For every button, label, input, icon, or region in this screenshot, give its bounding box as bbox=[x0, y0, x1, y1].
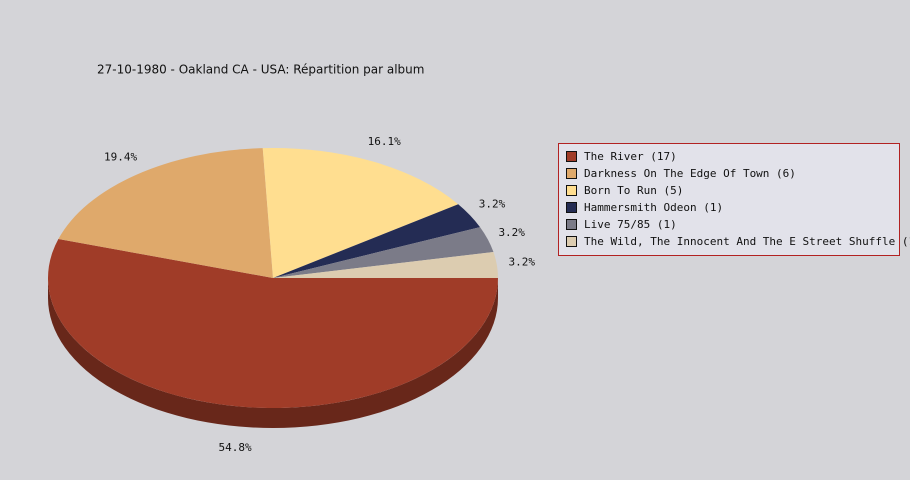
legend-label: Darkness On The Edge Of Town (6) bbox=[584, 167, 796, 180]
legend-label: Hammersmith Odeon (1) bbox=[584, 201, 723, 214]
legend-swatch bbox=[566, 236, 577, 247]
legend-swatch bbox=[566, 151, 577, 162]
chart-title: 27-10-1980 - Oakland CA - USA: Répartiti… bbox=[97, 63, 424, 77]
slice bbox=[48, 238, 499, 408]
slice bbox=[273, 252, 498, 278]
data-label: 16.1% bbox=[368, 135, 401, 148]
slice bbox=[273, 204, 481, 278]
legend-box bbox=[558, 143, 900, 256]
legend-swatch bbox=[566, 185, 577, 196]
data-label: 3.2% bbox=[498, 226, 525, 239]
slice bbox=[58, 148, 273, 278]
legend-label: The Wild, The Innocent And The E Street … bbox=[584, 235, 910, 248]
data-label: 19.4% bbox=[104, 151, 137, 164]
legend-swatch bbox=[566, 202, 577, 213]
slice bbox=[273, 227, 494, 278]
legend-swatch bbox=[566, 219, 577, 230]
legend-swatch bbox=[566, 168, 577, 179]
legend-label: The River (17) bbox=[584, 150, 677, 163]
data-label: 3.2% bbox=[508, 256, 535, 269]
slice bbox=[262, 148, 459, 278]
legend-label: Live 75/85 (1) bbox=[584, 218, 677, 231]
data-label: 3.2% bbox=[479, 198, 506, 211]
legend-label: Born To Run (5) bbox=[584, 184, 683, 197]
data-label: 54.8% bbox=[218, 441, 251, 454]
